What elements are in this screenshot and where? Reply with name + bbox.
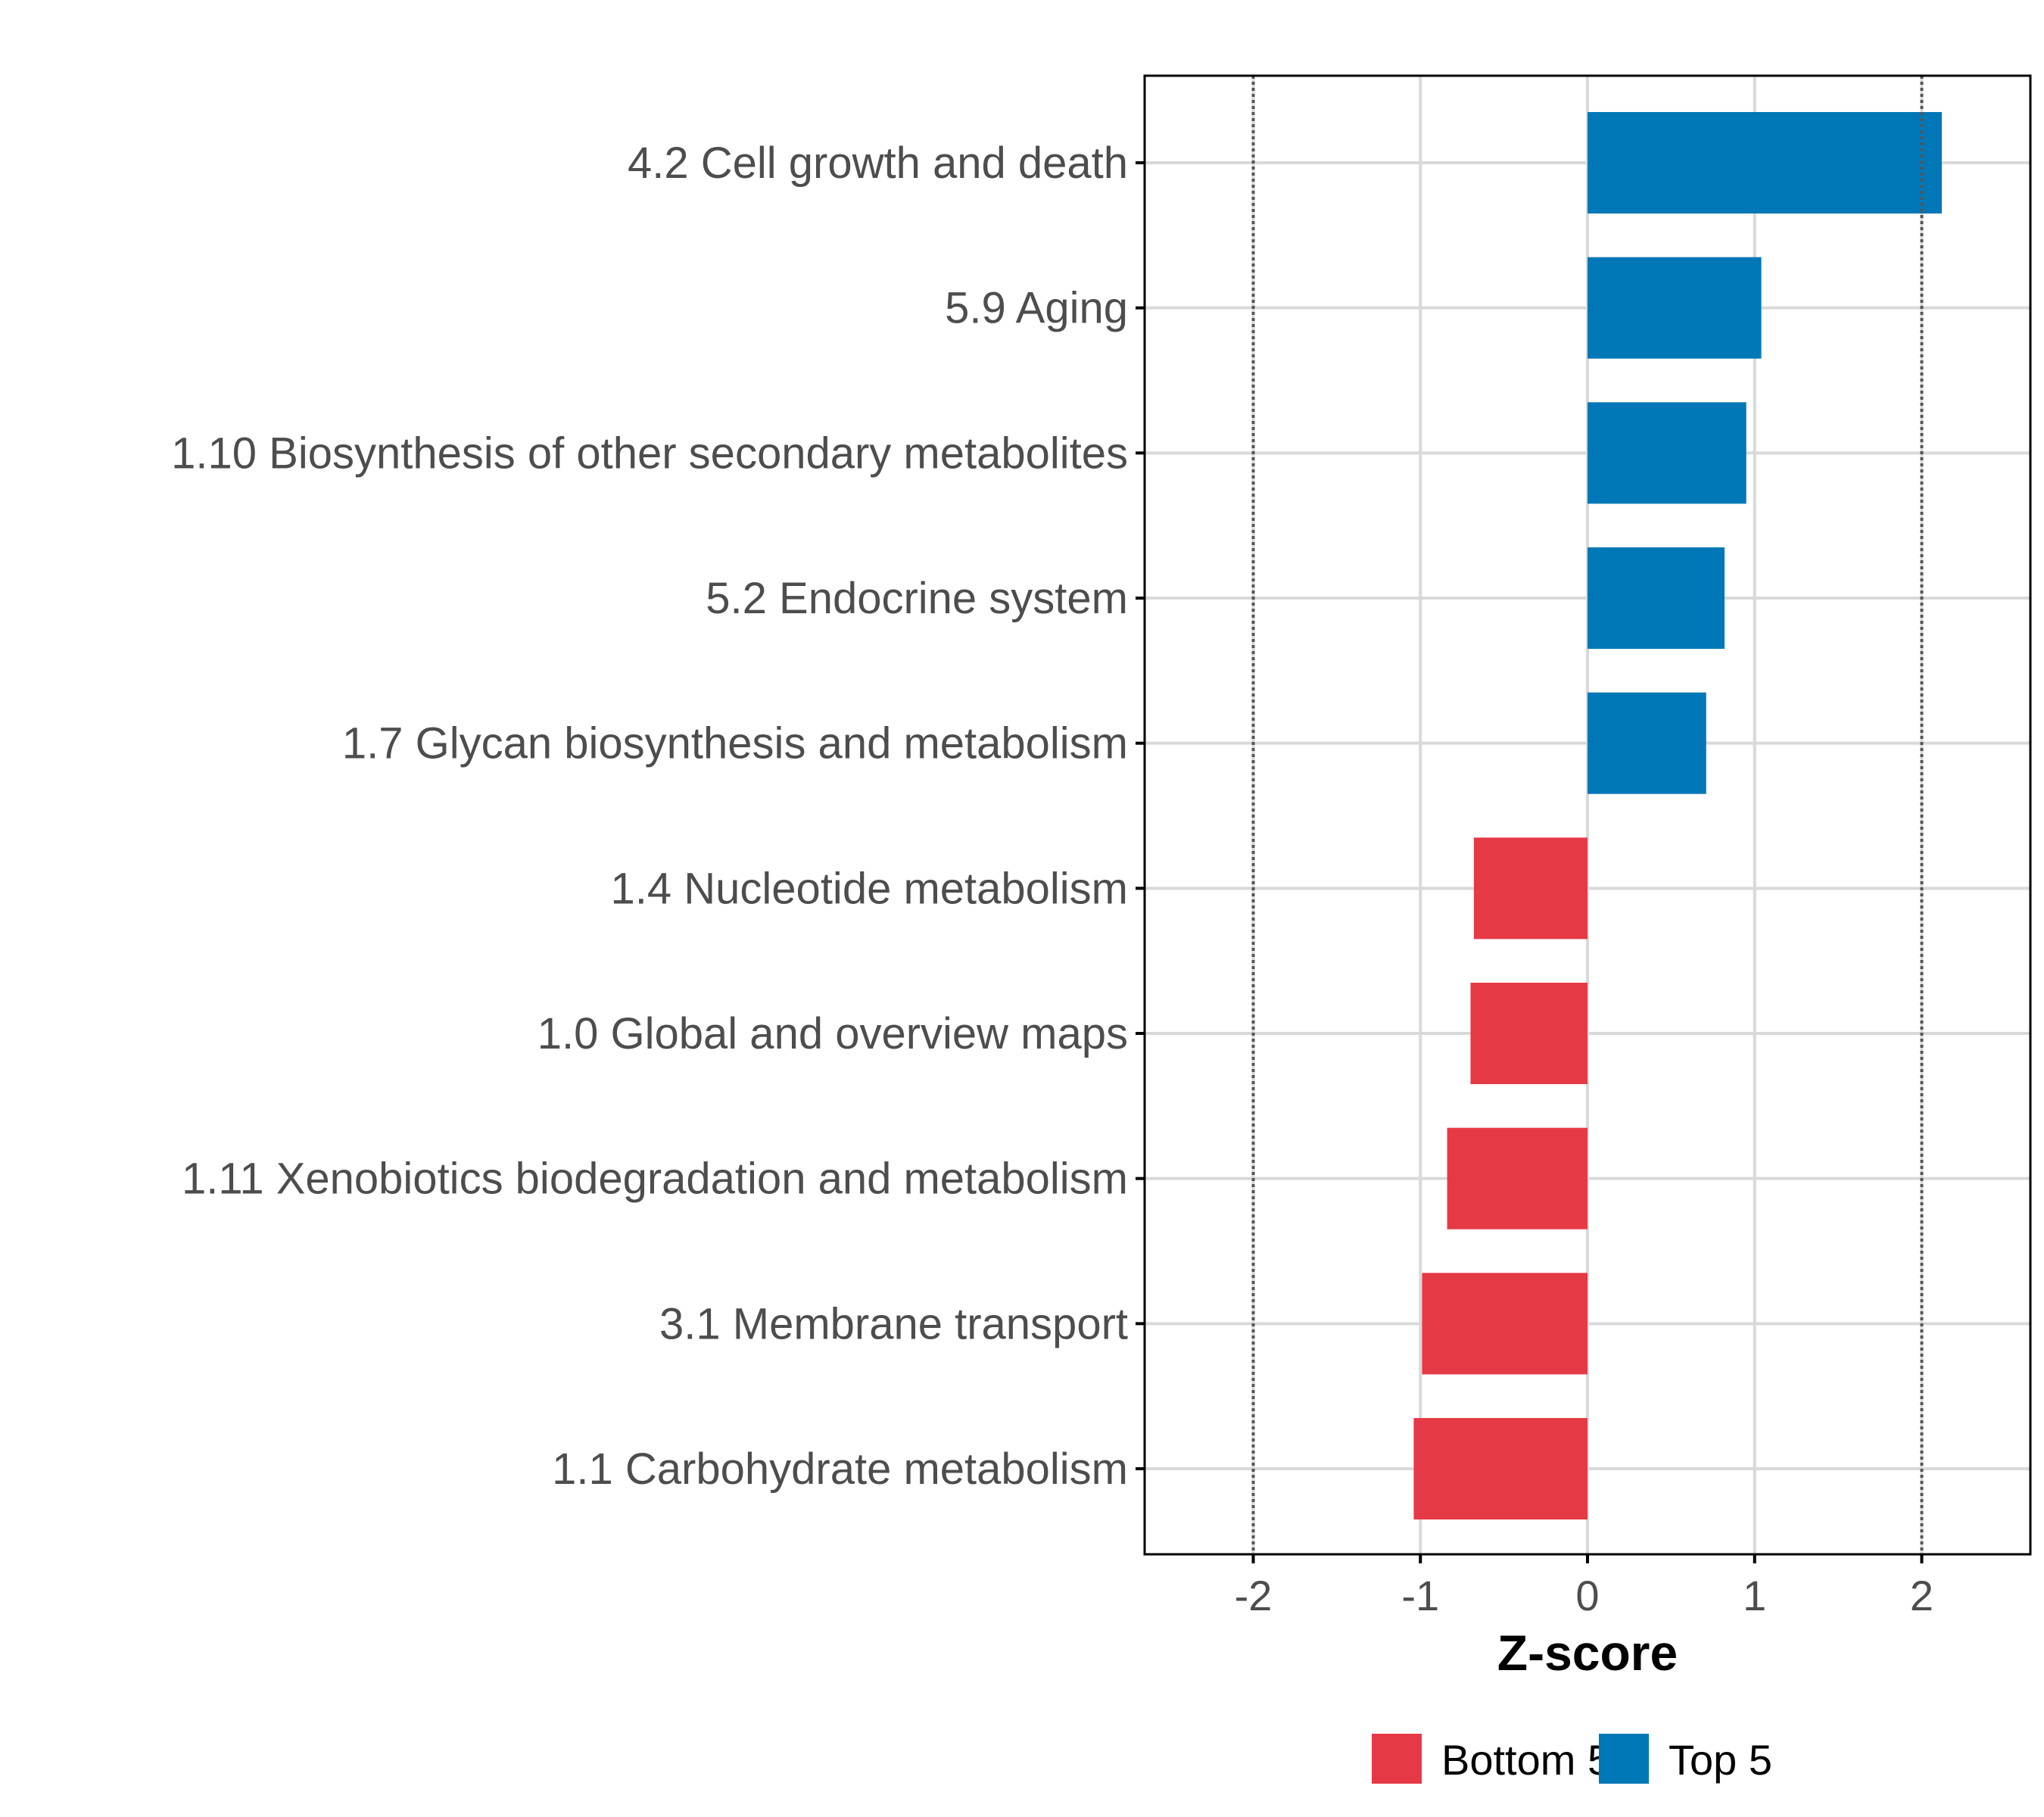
- bar-1-10-biosynthesis-of-other-secondary-metabolites: [1588, 402, 1746, 504]
- bar-4-2-cell-growth-and-death: [1588, 112, 1942, 213]
- y-tick-label-9: 1.1 Carbohydrate metabolism: [552, 1445, 1128, 1494]
- y-tick-label-4: 1.7 Glycan biosynthesis and metabolism: [342, 719, 1128, 768]
- legend-swatch-bottom-5: [1372, 1734, 1422, 1784]
- y-axis: 4.2 Cell growth and death 5.9 Aging 1.10 B…: [171, 139, 1145, 1494]
- x-tick-label-4: 2: [1910, 1572, 1933, 1619]
- x-axis: -2 -1 0 1 2: [1235, 1554, 1933, 1619]
- reference-lines: [1251, 76, 1924, 1554]
- bar-5-9-aging: [1588, 257, 1762, 359]
- x-tick-label-0: -2: [1235, 1572, 1273, 1619]
- x-axis-title: Z-score: [1497, 1625, 1678, 1681]
- y-tick-label-6: 1.0 Global and overview maps: [537, 1009, 1128, 1058]
- legend-label-bottom-5: Bottom 5: [1441, 1736, 1611, 1784]
- legend: Bottom 5 Top 5: [1372, 1734, 1772, 1784]
- legend-label-top-5: Top 5: [1669, 1736, 1772, 1784]
- bar-1-7-glycan-biosynthesis-and-metabolism: [1588, 692, 1706, 794]
- bar-1-11-xenobiotics-biodegradation-and-metabolism: [1447, 1127, 1588, 1230]
- bar-5-2-endocrine-system: [1588, 547, 1725, 649]
- bar-1-1-carbohydrate-metabolism: [1413, 1418, 1588, 1519]
- x-tick-label-1: -1: [1401, 1572, 1439, 1619]
- y-tick-label-5: 1.4 Nucleotide metabolism: [611, 864, 1128, 913]
- bar-1-0-global-and-overview-maps: [1470, 983, 1588, 1084]
- y-tick-label-7: 1.11 Xenobiotics biodegradation and meta…: [182, 1155, 1128, 1204]
- legend-swatch-top-5: [1599, 1734, 1649, 1784]
- y-tick-label-8: 3.1 Membrane transport: [659, 1299, 1128, 1348]
- y-tick-label-2: 1.10 Biosynthesis of other secondary met…: [171, 429, 1128, 478]
- bar-3-1-membrane-transport: [1422, 1273, 1588, 1375]
- y-tick-label-3: 5.2 Endocrine system: [706, 574, 1128, 623]
- x-tick-label-3: 1: [1743, 1572, 1766, 1619]
- x-tick-label-2: 0: [1575, 1572, 1599, 1619]
- y-tick-label-0: 4.2 Cell growth and death: [628, 139, 1128, 188]
- y-tick-label-1: 5.9 Aging: [945, 284, 1128, 333]
- bar-1-4-nucleotide-metabolism: [1473, 837, 1588, 940]
- bars: [1413, 112, 1942, 1519]
